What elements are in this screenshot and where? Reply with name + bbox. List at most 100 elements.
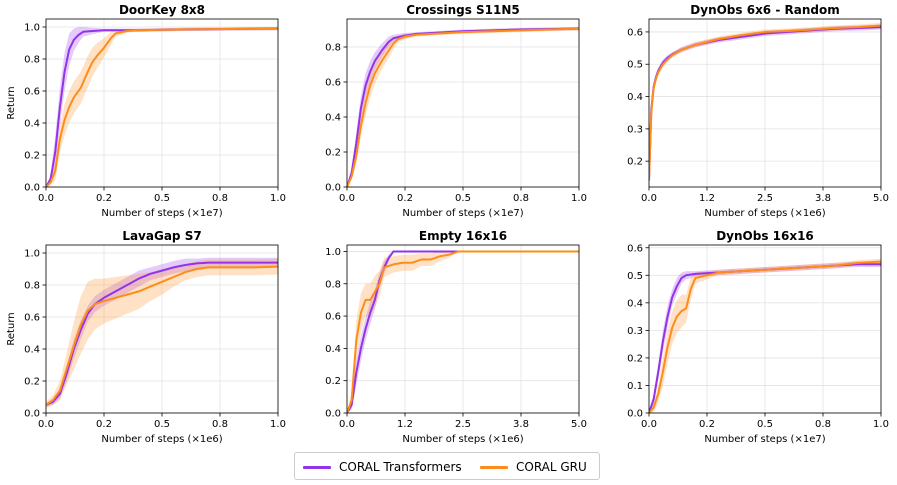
band-transformers — [46, 27, 278, 187]
chart-panel-4: 0.0 0.2 0.5 0.8 1.0 0.0 0.2 0.4 0.6 0.8 1.0 LavaGap… — [6, 229, 286, 445]
x-tick-label: 3.8 — [513, 419, 529, 430]
y-tick-label: 0.1 — [627, 381, 643, 392]
x-tick-label: 2.5 — [455, 419, 471, 430]
x-tick-label: 1.2 — [699, 193, 715, 204]
chart-title: DynObs 16x16 — [716, 229, 814, 243]
series-line-transformers — [46, 261, 278, 406]
chart-title: LavaGap S7 — [122, 229, 201, 243]
y-tick-label: 0.6 — [24, 313, 40, 324]
x-tick-label: 0.8 — [212, 419, 228, 430]
y-tick-label: 0.0 — [325, 183, 341, 194]
y-tick-label: 0.6 — [627, 27, 643, 38]
x-tick-label: 0.2 — [397, 193, 413, 204]
y-tick-label: 0.4 — [24, 345, 40, 356]
plot-area — [649, 22, 881, 181]
y-tick-label: 0.0 — [627, 409, 643, 420]
legend-label-gru: CORAL GRU — [516, 460, 587, 474]
x-tick-label: 0.5 — [455, 193, 471, 204]
chart-panel-5: 0.0 1.2 2.5 3.8 5.0 0.0 0.2 0.4 0.6 0.8 1.0 Empty 1… — [325, 229, 587, 445]
legend-swatch-transformers — [303, 465, 331, 469]
y-tick-label: 1.0 — [24, 249, 40, 260]
x-tick-label: 0.0 — [38, 419, 54, 430]
y-tick-label: 0.8 — [24, 55, 40, 66]
y-tick-label: 0.8 — [24, 281, 40, 292]
plot-area — [347, 26, 579, 187]
x-axis-label: Number of steps (×1e7) — [402, 208, 523, 219]
chart-title: Empty 16x16 — [419, 229, 507, 243]
chart-panel-6: 0.0 0.2 0.5 0.8 1.0 0.0 0.1 0.2 0.3 0.4 0.5 0.6 DynO… — [627, 229, 889, 445]
y-tick-label: 0.4 — [627, 92, 643, 103]
y-tick-label: 0.6 — [24, 87, 40, 98]
y-tick-label: 0.2 — [325, 148, 341, 159]
legend-item-transformers: CORAL Transformers — [303, 458, 462, 476]
x-tick-label: 0.8 — [815, 419, 831, 430]
chart-panel-2: 0.0 0.2 0.5 0.8 1.0 0.0 0.2 0.4 0.6 0.8 Crossings … — [325, 3, 587, 219]
series-line-gru — [347, 27, 579, 187]
y-tick-label: 0.2 — [627, 157, 643, 168]
y-tick-label: 0.5 — [627, 60, 643, 71]
plot-area — [347, 250, 579, 413]
y-tick-label: 0.3 — [627, 326, 643, 337]
y-tick-label: 0.8 — [325, 43, 341, 54]
y-tick-label: 0.6 — [627, 243, 643, 254]
x-tick-label: 0.5 — [154, 419, 170, 430]
chart-panel-3: 0.0 1.2 2.5 3.8 5.0 0.2 0.3 0.4 0.5 0.6 DynObs 6x6… — [627, 3, 889, 219]
band-gru — [46, 258, 278, 409]
y-tick-label: 0.4 — [325, 344, 341, 355]
series-line-gru — [649, 24, 881, 181]
x-tick-label: 0.2 — [96, 419, 112, 430]
y-tick-label: 0.0 — [24, 183, 40, 194]
x-tick-label: 5.0 — [571, 419, 587, 430]
y-tick-label: 0.6 — [325, 78, 341, 89]
y-tick-label: 0.4 — [24, 119, 40, 130]
y-tick-label: 0.3 — [627, 124, 643, 135]
series-line-gru — [649, 260, 881, 413]
y-tick-label: 0.2 — [24, 377, 40, 388]
x-tick-label: 1.2 — [397, 419, 413, 430]
x-tick-label: 0.0 — [38, 193, 54, 204]
x-axis-label: Number of steps (×1e6) — [402, 434, 523, 445]
x-tick-label: 0.0 — [641, 419, 657, 430]
x-tick-label: 0.0 — [339, 193, 355, 204]
y-tick-label: 0.2 — [627, 353, 643, 364]
x-tick-label: 0.5 — [154, 193, 170, 204]
plot-area — [46, 27, 278, 187]
y-tick-label: 0.8 — [325, 279, 341, 290]
x-tick-label: 2.5 — [757, 193, 773, 204]
y-tick-label: 0.5 — [627, 271, 643, 282]
x-tick-label: 0.2 — [96, 193, 112, 204]
x-axis-label: Number of steps (×1e7) — [704, 434, 825, 445]
plot-area — [649, 258, 881, 413]
x-tick-label: 1.0 — [873, 419, 889, 430]
y-tick-label: 0.4 — [627, 298, 643, 309]
band-transformers — [46, 257, 278, 407]
y-tick-label: 0.2 — [24, 151, 40, 162]
legend: CORAL Transformers CORAL GRU — [294, 452, 600, 480]
y-tick-label: 0.0 — [325, 409, 341, 420]
x-tick-label: 0.8 — [513, 193, 529, 204]
x-tick-label: 1.0 — [270, 193, 286, 204]
x-tick-label: 0.0 — [339, 419, 355, 430]
x-axis-label: Number of steps (×1e6) — [704, 208, 825, 219]
x-tick-label: 3.8 — [815, 193, 831, 204]
x-tick-label: 0.5 — [757, 419, 773, 430]
series-line-gru — [46, 27, 278, 187]
plot-area — [46, 257, 278, 409]
chart-title: DoorKey 8x8 — [119, 3, 205, 17]
legend-swatch-gru — [480, 465, 508, 469]
x-axis-label: Number of steps (×1e6) — [101, 434, 222, 445]
x-tick-label: 1.0 — [270, 419, 286, 430]
series-line-gru — [46, 265, 278, 406]
x-tick-label: 1.0 — [571, 193, 587, 204]
series-line-gru — [347, 250, 579, 413]
y-tick-label: 1.0 — [325, 247, 341, 258]
x-tick-label: 0.2 — [699, 419, 715, 430]
y-tick-label: 0.6 — [325, 312, 341, 323]
y-tick-label: 1.0 — [24, 23, 40, 34]
chart-title: DynObs 6x6 - Random — [690, 3, 839, 17]
y-axis-label: Return — [6, 312, 17, 345]
chart-panel-1: 0.0 0.2 0.5 0.8 1.0 0.0 0.2 0.4 0.6 0.8 1.0 DoorKey… — [6, 3, 286, 219]
x-tick-label: 5.0 — [873, 193, 889, 204]
legend-label-transformers: CORAL Transformers — [339, 460, 462, 474]
